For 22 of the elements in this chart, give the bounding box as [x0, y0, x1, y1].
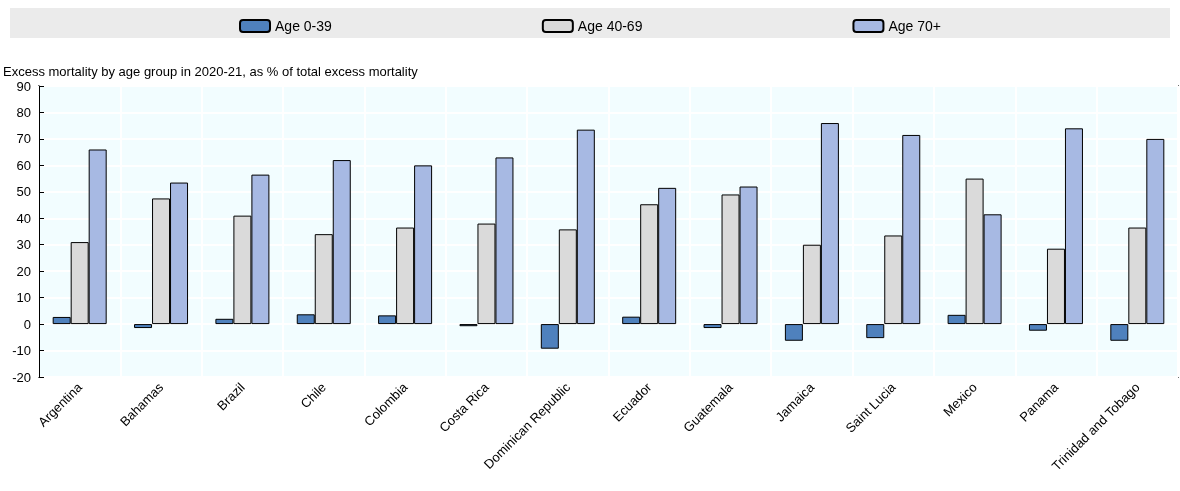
y-tick-label: 30: [16, 237, 31, 253]
y-tick-label: 50: [16, 184, 31, 200]
legend-label: Age 40-69: [577, 18, 643, 34]
y-axis-title: Excess mortality by age group in 2020-21, as % of total excess mortality: [3, 64, 419, 79]
y-tick-label: -20: [12, 369, 31, 385]
legend-label: Age 70+: [888, 18, 941, 34]
y-tick-label: 90: [16, 78, 31, 94]
y-tick-label: 20: [16, 263, 31, 279]
y-tick-label: 60: [16, 157, 31, 173]
bar: [134, 324, 153, 329]
bar: [784, 324, 803, 341]
y-tick-label: 0: [23, 316, 31, 332]
y-tick-label: 70: [16, 131, 31, 147]
y-tick-label: -10: [12, 343, 31, 359]
y-tick-label: 80: [16, 104, 31, 120]
y-tick-label: 40: [16, 210, 31, 226]
bar: [540, 324, 559, 349]
bar: [1110, 324, 1129, 341]
bar: [866, 324, 885, 339]
legend-label: Age 0-39: [275, 18, 333, 34]
y-tick-label: 10: [16, 290, 31, 306]
bar: [1028, 324, 1047, 331]
